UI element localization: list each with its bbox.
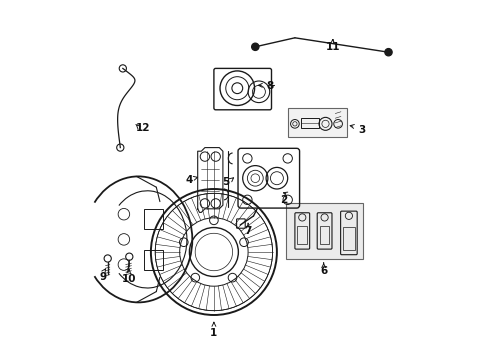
Bar: [301, 118, 319, 128]
Text: 7: 7: [244, 226, 251, 236]
Bar: [343, 227, 354, 250]
Text: 6: 6: [320, 266, 326, 276]
Circle shape: [251, 43, 258, 50]
Text: 12: 12: [136, 123, 150, 133]
Bar: [287, 108, 346, 137]
Text: 3: 3: [357, 125, 365, 135]
Text: 9: 9: [100, 272, 107, 282]
Bar: [297, 226, 306, 244]
Bar: [285, 203, 363, 259]
Circle shape: [384, 49, 391, 56]
Text: 8: 8: [265, 81, 273, 91]
Text: 4: 4: [184, 175, 192, 185]
Text: 10: 10: [121, 274, 136, 284]
Text: 1: 1: [210, 328, 217, 338]
Text: 5: 5: [222, 177, 229, 187]
Text: 2: 2: [280, 195, 287, 205]
Bar: [319, 226, 329, 244]
Text: 11: 11: [325, 42, 339, 52]
